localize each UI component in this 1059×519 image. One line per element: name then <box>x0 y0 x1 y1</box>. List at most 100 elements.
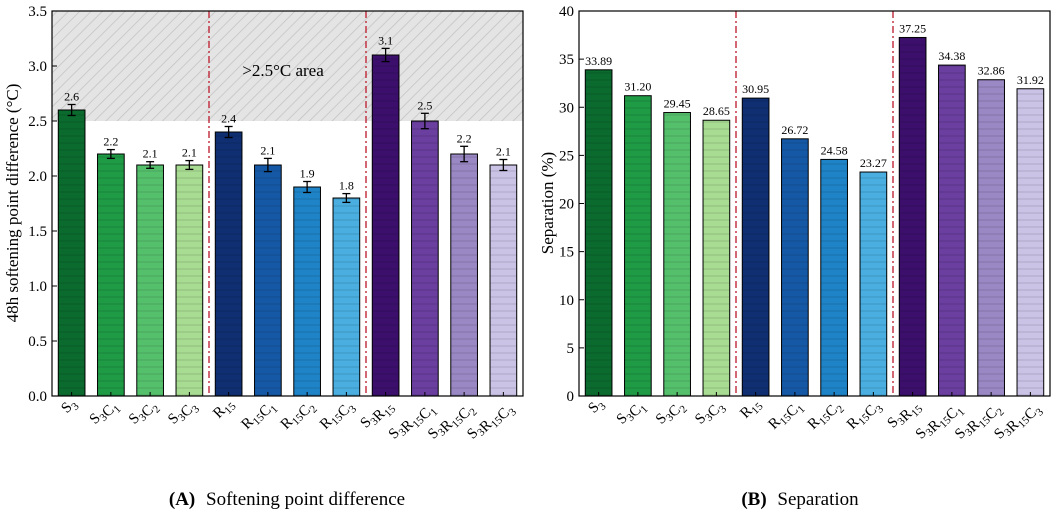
panel-a-threshold-shade <box>52 11 523 121</box>
panel-b-bar-texture <box>624 95 652 396</box>
panel-a-bar-texture <box>490 165 517 396</box>
panel-a-bar-texture <box>372 55 399 396</box>
panel-a-data-label: 2.1 <box>143 147 158 161</box>
panel-a-data-label: 1.8 <box>339 179 354 193</box>
panel-a-data-label: 3.1 <box>378 33 393 47</box>
panel-b-y-tick-label: 0 <box>567 389 575 405</box>
panel-a-bar-texture <box>333 198 360 396</box>
panel-a-y-tick-label: 3.5 <box>28 4 47 20</box>
panel-b-bar-texture <box>742 98 769 396</box>
panel-b-caption-label: (B) <box>741 489 766 510</box>
panel-b-y-tick-label: 30 <box>559 100 574 116</box>
panel-a-category-label: R15C2 <box>278 396 320 438</box>
panel-a-data-label: 2.1 <box>496 145 511 159</box>
panel-a-bar-texture <box>293 187 321 396</box>
panel-a-data-label: 2.5 <box>417 98 432 112</box>
panel-b-bar-texture <box>1017 88 1044 397</box>
panel-b-data-label: 37.25 <box>899 21 926 35</box>
panel-a-y-tick-label: 2.5 <box>28 114 47 130</box>
panel-a-category-label: R15C3 <box>317 395 359 437</box>
panel-b-data-label: 26.72 <box>781 123 808 137</box>
panel-b-bar-texture <box>585 69 612 396</box>
panel-a-y-tick-label: 1.5 <box>28 224 47 240</box>
panel-a-bar-texture <box>58 110 85 396</box>
panel-a-data-label: 2.1 <box>260 143 275 157</box>
panel-b-y-tick-label: 10 <box>559 293 574 309</box>
panel-a-caption: (A) Softening point difference <box>169 489 405 510</box>
panel-b-category-label: S3R15C3 <box>991 395 1046 450</box>
panel-b-data-label: 29.45 <box>664 97 691 111</box>
panel-a-category-label: S3C2 <box>126 396 163 433</box>
panel-b-data-label: 31.92 <box>1017 73 1044 87</box>
panel-a-bar-texture <box>411 121 439 396</box>
panel-b-category-label: R15 <box>737 395 766 424</box>
panel-b-bar-texture <box>938 65 966 396</box>
panel-a-data-label: 2.4 <box>221 112 236 126</box>
panel-b-y-tick-label: 20 <box>559 197 574 213</box>
panel-b-data-label: 31.20 <box>624 80 651 94</box>
panel-a-y-tick-label: 2.0 <box>28 169 47 185</box>
panel-b-bar-texture <box>820 159 848 396</box>
panel-b-bar-texture <box>781 138 809 396</box>
panel-a-category-label: S3R15C3 <box>464 395 519 450</box>
panel-a-y-tick-label: 0.0 <box>28 389 47 405</box>
panel-b-data-label: 23.27 <box>860 156 887 170</box>
panel-b-category-label: S3R15C1 <box>913 396 968 451</box>
panel-b-y-tick-label: 5 <box>567 341 575 357</box>
panel-b-category-label: S3R15C2 <box>952 396 1007 451</box>
panel-a-bar-texture <box>97 154 125 396</box>
panel-a-y-tick-label: 0.5 <box>28 334 47 350</box>
panel-b-y-tick-label: 35 <box>559 52 574 68</box>
panel-a-data-label: 1.9 <box>300 167 315 181</box>
panel-b-data-label: 24.58 <box>821 143 848 157</box>
panel-b-y-tick-label: 15 <box>559 245 574 261</box>
panel-b-bar-texture <box>860 172 887 396</box>
panel-a-data-label: 2.1 <box>182 146 197 160</box>
panel-a-category-label: S3R15C1 <box>386 396 441 451</box>
panel-a-category-label: R15 <box>210 395 239 424</box>
panel-b-category-label: R15C1 <box>766 396 808 438</box>
panel-a-data-label: 2.2 <box>103 135 118 149</box>
panel-b-caption: (B) Separation <box>741 489 859 510</box>
panel-b-y-axis-label: Separation (%) <box>538 152 557 254</box>
panel-b-caption-text: Separation <box>777 489 859 510</box>
panel-b-category-label: S3C3 <box>692 395 729 432</box>
panel-a-data-label: 2.6 <box>64 90 79 104</box>
panel-b-data-label: 34.38 <box>938 49 965 63</box>
panel-b-category-label: R15C2 <box>805 396 847 438</box>
panel-b-data-label: 32.86 <box>978 64 1005 78</box>
panel-b-category-label: S3C2 <box>653 396 690 433</box>
panel-a-category-label: S3R15C2 <box>425 396 480 451</box>
panel-b-bar-texture <box>977 79 1005 396</box>
panel-a-chart: 2.6 2.2 2.1 2.1 2.4 2.1 1.9 1.8 3.1 2.5 2.2 2.1 0.0… <box>3 4 524 510</box>
panel-b-bar-texture <box>663 112 691 396</box>
panel-a-data-label: 2.2 <box>457 131 472 145</box>
panel-a-category-label: S3C1 <box>87 396 124 433</box>
panel-b-y-tick-label: 25 <box>559 148 574 164</box>
panel-a-y-axis-label: 48h softening point difference (°C) <box>3 84 22 323</box>
panel-b-bar-texture <box>703 120 730 397</box>
panel-a-bar-texture <box>215 132 242 396</box>
panel-a-y-tick-label: 1.0 <box>28 279 47 295</box>
panel-b-category-label: S3C1 <box>614 396 651 433</box>
panel-a-caption-label: (A) <box>169 489 195 510</box>
panel-b-data-label: 28.65 <box>703 104 730 118</box>
panel-a-category-label: S3 <box>58 395 82 419</box>
panel-a-category-label: R15C1 <box>239 396 281 438</box>
panel-a-category-label: S3C3 <box>165 395 202 432</box>
panel-a-bar-texture <box>176 165 203 396</box>
panel-b-y-tick-label: 40 <box>559 4 574 20</box>
panel-b-category-label: S3 <box>585 395 609 419</box>
panel-a-bar-texture <box>450 154 478 396</box>
panel-b-chart: 33.89 31.20 29.45 28.65 30.95 26.72 24.58 23.27… <box>538 4 1051 510</box>
panel-a-bar-texture <box>254 165 282 396</box>
panel-a-threshold-note: >2.5°C area <box>242 61 324 80</box>
panel-a-caption-text: Softening point difference <box>206 489 405 510</box>
panel-b-data-label: 33.89 <box>585 54 612 68</box>
panel-a-bar-texture <box>136 165 164 396</box>
panel-b-data-label: 30.95 <box>742 82 769 96</box>
panel-b-bar-texture <box>899 37 926 396</box>
panel-b-category-label: R15C3 <box>844 395 886 437</box>
panel-a-y-tick-label: 3.0 <box>28 59 47 75</box>
